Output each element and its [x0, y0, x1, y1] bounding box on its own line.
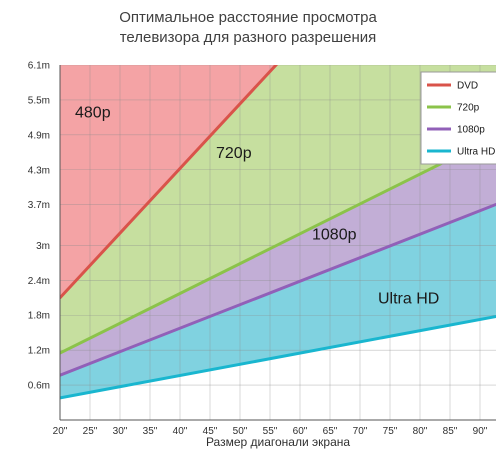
- chart-title-line-1: Оптимальное расстояние просмотра: [119, 9, 377, 26]
- y-tick-label: 1.2m: [28, 346, 50, 357]
- x-tick-label: 55": [263, 426, 278, 437]
- x-tick-label: 85": [443, 426, 458, 437]
- y-tick-label: 3m: [36, 241, 50, 252]
- legend-box: [420, 71, 496, 165]
- region-fill-5: [60, 316, 496, 420]
- y-tick-label: 4.9m: [28, 130, 50, 141]
- x-tick-label: 75": [383, 426, 398, 437]
- region-fill-2: [60, 65, 496, 354]
- x-tick-label: 65": [323, 426, 338, 437]
- legend-label: DVD: [457, 81, 478, 92]
- x-tick-label: 50": [233, 426, 248, 437]
- y-tick-label: 0.6m: [28, 381, 50, 392]
- series-line-ultra-hd: [60, 314, 496, 400]
- legend-label: 1080p: [457, 125, 485, 136]
- zone-label: 1080p: [312, 227, 357, 244]
- y-tick-label: 5.5m: [28, 95, 50, 106]
- x-tick-label: 90": [473, 426, 488, 437]
- region-fill-4: [60, 204, 496, 398]
- y-tick-label: 6.1m: [28, 61, 50, 72]
- zone-label: Ultra HD: [378, 291, 439, 308]
- series-line-720p: [60, 134, 496, 355]
- chart-title: Оптимальное расстояние просмотра телевиз…: [0, 8, 496, 48]
- series-lines: [60, 65, 496, 400]
- zone-label: 720p: [216, 145, 252, 162]
- x-tick-label: 70": [353, 426, 368, 437]
- x-tick-label: 30": [113, 426, 128, 437]
- x-tick-label: 25": [83, 426, 98, 437]
- y-tick-label: 3.7m: [28, 200, 50, 211]
- legend-label: Ultra HD: [457, 147, 495, 158]
- x-tick-label: 45": [203, 426, 218, 437]
- x-tick-label: 35": [143, 426, 158, 437]
- legend-label: 720p: [457, 103, 480, 114]
- axes: 0.6m 1.2m 1.8m 2.4m 3m 3.7m 4.3m 4.9m 5.5m 6.1m 20…: [28, 61, 496, 437]
- series-line-1080p: [60, 202, 496, 377]
- chart-title-line-2: телевизора для разного разрешения: [119, 29, 377, 46]
- legend: DVD 720p 1080p Ultra HD: [420, 71, 496, 165]
- series-line-dvd: [60, 65, 279, 300]
- x-tick-label: 40": [173, 426, 188, 437]
- x-tick-label: 60": [293, 426, 308, 437]
- gridlines: [60, 65, 496, 420]
- x-tick-label: 80": [413, 426, 428, 437]
- y-tick-label: 4.3m: [28, 165, 50, 176]
- y-tick-label: 1.8m: [28, 311, 50, 322]
- zone-labels: 480p 720p 1080p Ultra HD: [75, 104, 439, 307]
- x-axis-label: Размер диагонали экрана: [206, 435, 350, 449]
- x-tick-label: 20": [53, 426, 68, 437]
- y-tick-label: 2.4m: [28, 276, 50, 287]
- zone-label: 480p: [75, 104, 111, 121]
